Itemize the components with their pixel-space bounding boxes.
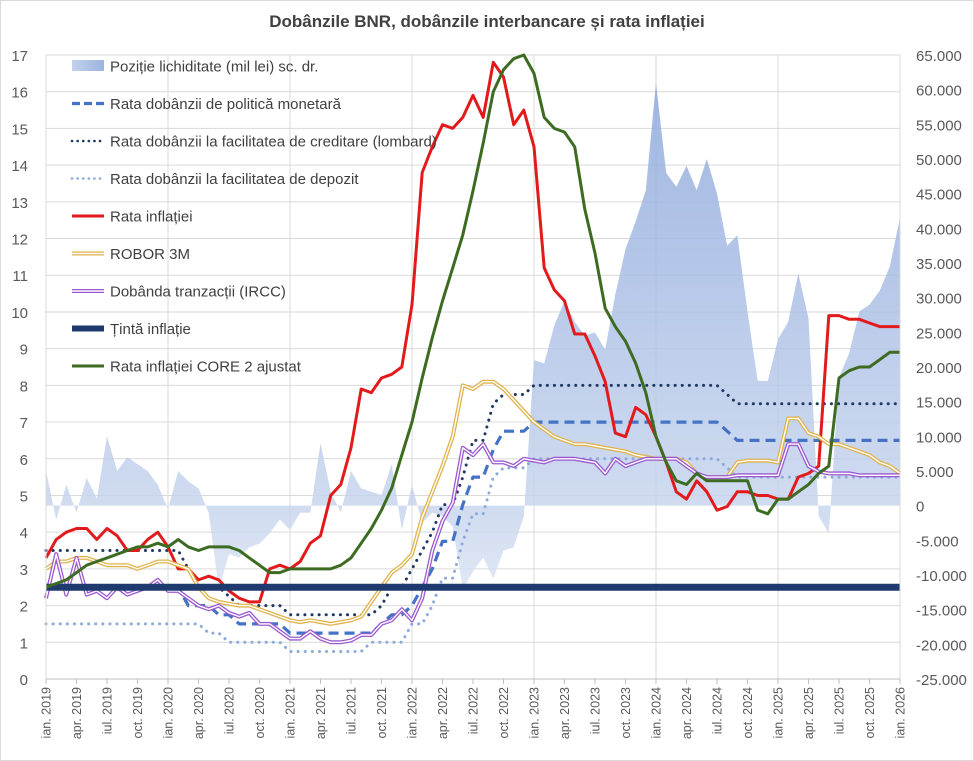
y-tick-label: 10 — [11, 305, 28, 322]
y2-tick-label: 0 — [916, 499, 924, 516]
legend-item: Țintă inflație — [72, 321, 191, 338]
legend-label: Rata dobânzii la facilitatea de creditar… — [110, 134, 437, 151]
x-tick-label: ian. 2021 — [284, 687, 298, 738]
x-tick-label: apr. 2019 — [70, 687, 84, 739]
y2-tick-label: 50.000 — [916, 152, 962, 169]
legend: Poziție lichiditate (mil lei) sc. dr. Rat… — [70, 59, 437, 376]
y2-tick-label: -15.000 — [916, 603, 967, 620]
y2-tick-label: -10.000 — [916, 568, 967, 585]
y-tick-label: 16 — [11, 85, 28, 102]
legend-label: Poziție lichiditate (mil lei) sc. dr. — [110, 59, 318, 76]
x-tick-label: apr. 2025 — [802, 687, 816, 739]
legend-item: Rata dobânzii la facilitatea de creditar… — [70, 134, 437, 151]
x-tick-label: oct. 2025 — [863, 687, 877, 738]
y-tick-label: 4 — [20, 525, 28, 542]
y-tick-label: 8 — [20, 378, 28, 395]
y-tick-label: 13 — [11, 195, 28, 212]
legend-item: Rata dobânzii de politică monetară — [72, 96, 342, 113]
y-tick-label: 11 — [12, 268, 28, 285]
x-tick-label: ian. 2023 — [528, 687, 542, 738]
x-tick-label: ian. 2022 — [406, 687, 420, 738]
y2-tick-label: 5.000 — [916, 464, 954, 481]
x-tick-label: iul. 2021 — [345, 687, 359, 734]
series-line-5-inner — [45, 381, 901, 625]
y-tick-label: 1 — [20, 635, 28, 652]
x-tick-label: oct. 2022 — [497, 687, 511, 738]
x-tick-label: ian. 2019 — [40, 687, 54, 738]
y-tick-label: 12 — [11, 232, 28, 249]
legend-item: Rata dobânzii la facilitatea de depozit — [70, 171, 359, 188]
legend-label: Rata dobânzii la facilitatea de depozit — [110, 171, 359, 188]
y2-tick-label: 60.000 — [916, 83, 962, 100]
y2-tick-label: -20.000 — [916, 637, 967, 654]
x-tick-label: iul. 2025 — [833, 687, 847, 734]
legend-item: Dobânda tranzacții (IRCC) — [72, 284, 286, 301]
y-tick-label: 5 — [20, 488, 28, 505]
x-tick-label: oct. 2023 — [619, 687, 633, 738]
x-tick-label: apr. 2023 — [558, 687, 572, 739]
x-tick-label: iul. 2023 — [589, 687, 603, 734]
y2-tick-label: 20.000 — [916, 360, 962, 377]
y-tick-label: 9 — [20, 342, 28, 359]
x-tick-label: apr. 2020 — [192, 687, 206, 739]
y2-tick-label: 15.000 — [916, 395, 962, 412]
x-tick-label: oct. 2024 — [741, 687, 755, 738]
axes: 01234567891011121314151617-25.000-20.000… — [11, 48, 967, 739]
legend-label: ROBOR 3M — [110, 246, 190, 263]
x-tick-label: apr. 2022 — [436, 687, 450, 739]
y2-tick-label: -5.000 — [916, 533, 959, 550]
x-tick-label: ian. 2024 — [650, 687, 664, 738]
y-tick-label: 3 — [20, 562, 28, 579]
x-tick-label: iul. 2024 — [711, 687, 725, 734]
x-tick-label: iul. 2020 — [223, 687, 237, 734]
legend-swatch-area — [72, 60, 104, 71]
y-tick-label: 2 — [20, 599, 28, 616]
chart-title: Dobânzile BNR, dobânzile interbancare și… — [269, 12, 705, 31]
y-tick-label: 14 — [11, 158, 28, 175]
y2-tick-label: 40.000 — [916, 221, 962, 238]
legend-item: ROBOR 3M — [72, 246, 190, 263]
x-tick-label: ian. 2020 — [162, 687, 176, 738]
x-tick-label: ian. 2025 — [772, 687, 786, 738]
y-tick-label: 6 — [20, 452, 28, 469]
y2-tick-label: 35.000 — [916, 256, 962, 273]
y2-tick-label: 65.000 — [916, 48, 962, 65]
x-tick-label: apr. 2021 — [314, 687, 328, 739]
y2-tick-label: 45.000 — [916, 187, 962, 204]
series-line-1 — [46, 420, 900, 635]
y-tick-label: 0 — [20, 672, 28, 689]
y-tick-label: 15 — [11, 121, 28, 138]
legend-label: Țintă inflație — [110, 321, 191, 338]
y-tick-label: 7 — [20, 415, 28, 432]
x-tick-label: oct. 2020 — [253, 687, 267, 738]
y2-tick-label: 25.000 — [916, 325, 962, 342]
legend-label: Dobânda tranzacții (IRCC) — [110, 284, 286, 301]
series-line-3 — [44, 457, 902, 653]
y2-tick-label: -25.000 — [916, 672, 967, 689]
legend-label: Rata dobânzii de politică monetară — [110, 96, 342, 113]
x-tick-label: ian. 2026 — [894, 687, 908, 738]
x-tick-label: iul. 2019 — [101, 687, 115, 734]
y2-tick-label: 30.000 — [916, 291, 962, 308]
line-layer — [44, 53, 902, 653]
legend-label: Rata inflației CORE 2 ajustat — [110, 359, 302, 376]
x-tick-label: apr. 2024 — [680, 687, 694, 739]
x-tick-label: iul. 2022 — [467, 687, 481, 734]
x-tick-label: oct. 2021 — [375, 687, 389, 738]
legend-item: Poziție lichiditate (mil lei) sc. dr. — [72, 59, 318, 76]
legend-item: Rata inflației CORE 2 ajustat — [72, 359, 302, 376]
legend-label: Rata inflației — [110, 209, 193, 226]
y-tick-label: 17 — [11, 48, 28, 65]
y2-tick-label: 10.000 — [916, 429, 962, 446]
y2-tick-label: 55.000 — [916, 117, 962, 134]
series-line-6-inner — [45, 443, 900, 643]
legend-item: Rata inflației — [72, 209, 193, 226]
x-tick-label: oct. 2019 — [131, 687, 145, 738]
series-line-8 — [45, 53, 900, 589]
